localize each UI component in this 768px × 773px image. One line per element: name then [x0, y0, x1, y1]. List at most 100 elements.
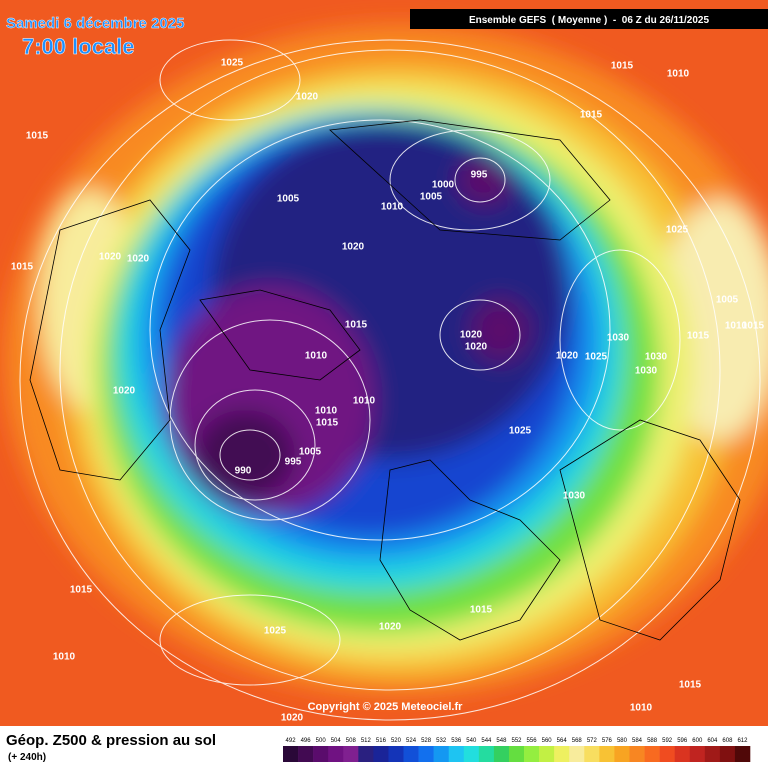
isobar-label: 1000 — [432, 180, 455, 191]
colorbar-label: 544 — [481, 738, 492, 744]
colorbar-label: 592 — [662, 738, 673, 744]
colorbar-swatch — [659, 746, 675, 762]
colorbar-label: 500 — [316, 738, 327, 744]
colorbar-swatch — [343, 746, 359, 762]
isobar-label: 1005 — [299, 447, 322, 458]
isobar-label: 1015 — [316, 418, 339, 429]
isobar-label: 1020 — [342, 242, 365, 253]
isobar-label: 1015 — [611, 61, 634, 72]
isobar-label: 1030 — [635, 366, 658, 377]
colorbar-label: 516 — [376, 738, 387, 744]
colorbar-swatch — [644, 746, 660, 762]
colorbar-swatch — [569, 746, 585, 762]
isobar-label: 1015 — [580, 110, 603, 121]
map-field — [0, 0, 768, 726]
colorbar-label: 588 — [647, 738, 658, 744]
isobar-label: 995 — [285, 457, 302, 468]
colorbar-label: 496 — [301, 738, 312, 744]
isobar-label: 1030 — [563, 491, 586, 502]
isobar-label: 1005 — [420, 192, 443, 203]
colorbar-label: 508 — [346, 738, 357, 744]
colorbar-swatch — [448, 746, 465, 762]
colorbar-swatch — [388, 746, 404, 762]
date: Samedi 6 décembre 2025 — [6, 15, 184, 32]
colorbar-label: 548 — [496, 738, 507, 744]
colorbar-label: 568 — [572, 738, 583, 744]
colorbar-swatch — [734, 746, 751, 762]
colorbar-swatch — [704, 746, 721, 762]
colorbar-swatch — [689, 746, 706, 762]
colorbar-label: 524 — [406, 738, 417, 744]
isobar-label: 1005 — [277, 194, 300, 205]
colorbar-swatch — [478, 746, 495, 762]
colorbar-swatch — [373, 746, 389, 762]
isobar-label: 1010 — [305, 351, 328, 362]
isobar-label: 1010 — [667, 69, 690, 80]
colorbar-swatch — [719, 746, 736, 762]
isobar-label: 1015 — [470, 605, 493, 616]
colorbar-label: 572 — [587, 738, 598, 744]
colorbar-label: 512 — [361, 738, 372, 744]
isobar-label: 1015 — [70, 585, 93, 596]
colorbar-swatch — [283, 746, 299, 762]
isobar-label: 1020 — [127, 254, 150, 265]
isobar-label: 1010 — [353, 396, 376, 407]
colorbar-label: 552 — [511, 738, 522, 744]
isobar-label: 1010 — [630, 703, 653, 714]
isobar-labels: 1025102010151015101010159951000100510051… — [11, 58, 765, 724]
isobar-label: 1015 — [679, 680, 702, 691]
isobar-label: 1025 — [585, 352, 608, 363]
isobar-label: 1020 — [460, 330, 483, 341]
isobar-label: 1030 — [607, 333, 630, 344]
colorbar-label: 560 — [542, 738, 553, 744]
footer-title: Géop. Z500 & pression au sol — [6, 732, 216, 749]
isobar-label: 1005 — [716, 295, 739, 306]
time: 7:00 locale — [22, 34, 135, 59]
run-box — [410, 9, 768, 29]
colorbar-label: 504 — [331, 738, 342, 744]
isobar-label: 1015 — [11, 262, 34, 273]
isobar-label: 1025 — [666, 225, 689, 236]
colorbar-label: 584 — [632, 738, 643, 744]
isobar-label: 1015 — [345, 320, 368, 331]
isobar-label: 1025 — [221, 58, 244, 69]
coastlines — [29, 119, 741, 641]
isobar-label: 1015 — [26, 131, 49, 142]
isobar-label: 1020 — [113, 386, 136, 397]
colorbar-swatch — [463, 746, 480, 762]
colorbar-swatch — [328, 746, 344, 762]
colorbar-swatch — [493, 746, 510, 762]
isobar-label: 1015 — [687, 331, 710, 342]
colorbar-label: 600 — [692, 738, 703, 744]
colorbar-swatch — [298, 746, 314, 762]
isobar-label: 1030 — [645, 352, 668, 363]
colorbar-swatch — [433, 746, 450, 762]
colorbar-swatch — [539, 746, 555, 762]
isobar-label: 1010 — [53, 652, 76, 663]
isobar-label: 995 — [471, 170, 488, 181]
isobar-label: 1025 — [509, 426, 532, 437]
colorbar-swatch — [614, 746, 630, 762]
colorbar-label: 604 — [707, 738, 718, 744]
colorbar-label: 536 — [451, 738, 462, 744]
copyright: Copyright © 2025 Meteociel.fr — [308, 701, 464, 713]
isobar-label: 1025 — [264, 626, 287, 637]
colorbar-label: 564 — [557, 738, 568, 744]
isobars — [19, 39, 761, 721]
colorbar-label: 540 — [466, 738, 477, 744]
colorbar-label: 608 — [722, 738, 733, 744]
colorbar-swatch — [554, 746, 570, 762]
colorbar-label: 580 — [617, 738, 628, 744]
colorbar-swatch — [599, 746, 615, 762]
colorbar-swatch — [524, 746, 540, 762]
colorbar-label: 612 — [737, 738, 748, 744]
isobar-label: 1010 — [315, 406, 338, 417]
isobar-label: 1010 — [381, 202, 404, 213]
isobar-label: 1015 — [742, 321, 765, 332]
colorbar-swatch — [674, 746, 691, 762]
colorbar-swatch — [358, 746, 374, 762]
run-info: Ensemble GEFS ( Moyenne ) - 06 Z du 26/1… — [469, 15, 710, 26]
isobar-label: 1010 — [725, 321, 748, 332]
colorbar-swatch — [584, 746, 600, 762]
